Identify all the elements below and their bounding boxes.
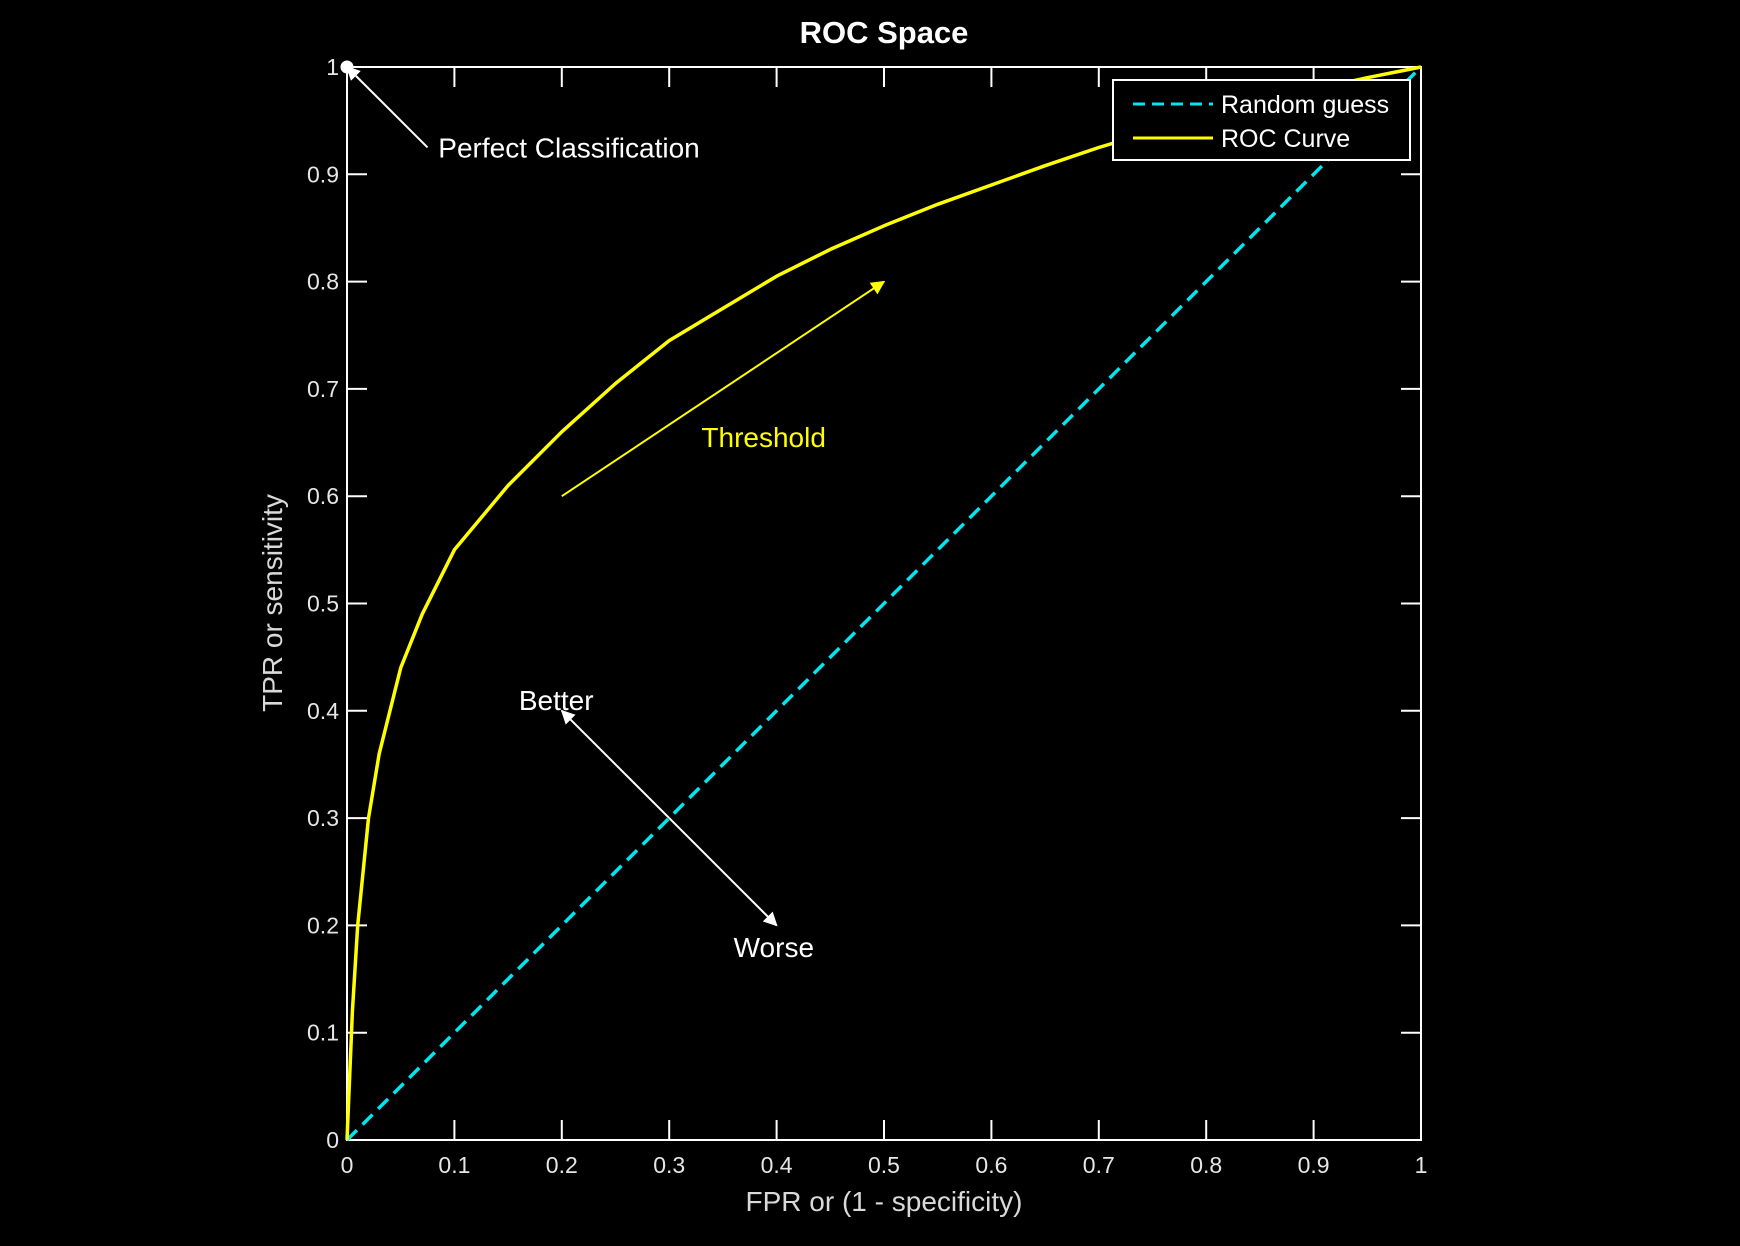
annotation-label-worse: Worse <box>734 932 814 963</box>
y-axis-ticks: 0 0.1 0.2 0.3 0.4 0.5 0.6 0.7 0.8 0.9 1 <box>307 54 1421 1153</box>
annotation-label-threshold: Threshold <box>701 422 826 453</box>
annotation-arrow-perfect-classification <box>346 66 429 149</box>
y-tick-label-6: 0.6 <box>307 483 339 509</box>
chart-title: ROC Space <box>800 15 969 50</box>
annotation-label-perfect-classification: Perfect Classification <box>438 132 699 163</box>
annotation-label-better: Better <box>519 685 594 716</box>
y-tick-label-0: 0 <box>326 1127 339 1153</box>
x-tick-label-8: 0.8 <box>1190 1152 1222 1178</box>
x-tick-label-0: 0 <box>341 1152 354 1178</box>
annotation-arrow-worse <box>668 817 778 927</box>
y-tick-label-8: 0.8 <box>307 269 339 295</box>
legend-box <box>1112 79 1411 161</box>
y-tick-label-3: 0.3 <box>307 805 339 831</box>
perfect-classification-marker <box>340 60 354 74</box>
legend-label-roc: ROC Curve <box>1221 125 1350 153</box>
annotation-layer: Perfect Classification Threshold Better Wor… <box>340 60 886 963</box>
series-line-random-guess <box>345 65 1423 1142</box>
series-layer <box>345 65 1423 1142</box>
y-tick-label-10: 1 <box>326 54 339 80</box>
x-tick-label-9: 0.9 <box>1298 1152 1330 1178</box>
y-tick-label-2: 0.2 <box>307 912 339 938</box>
y-tick-label-1: 0.1 <box>307 1020 339 1046</box>
legend: Random guess ROC Curve <box>1112 79 1411 161</box>
x-tick-label-3: 0.3 <box>653 1152 685 1178</box>
x-tick-label-7: 0.7 <box>1083 1152 1115 1178</box>
x-tick-label-2: 0.2 <box>546 1152 578 1178</box>
x-axis-label: FPR or (1 - specificity) <box>746 1186 1023 1217</box>
x-axis-ticks: 0 0.1 0.2 0.3 0.4 0.5 0.6 0.7 0.8 0.9 1 <box>341 67 1428 1178</box>
y-tick-label-4: 0.4 <box>307 698 339 724</box>
x-tick-label-10: 1 <box>1415 1152 1428 1178</box>
y-tick-label-5: 0.5 <box>307 591 339 617</box>
y-axis-label: TPR or sensitivity <box>257 494 288 712</box>
x-tick-label-6: 0.6 <box>975 1152 1007 1178</box>
x-tick-label-1: 0.1 <box>438 1152 470 1178</box>
y-tick-label-7: 0.7 <box>307 376 339 402</box>
annotation-arrow-threshold <box>561 280 886 498</box>
annotation-arrow-better <box>560 709 670 819</box>
legend-label-random: Random guess <box>1221 91 1389 119</box>
x-tick-label-5: 0.5 <box>868 1152 900 1178</box>
y-tick-label-9: 0.9 <box>307 161 339 187</box>
x-tick-label-4: 0.4 <box>761 1152 793 1178</box>
